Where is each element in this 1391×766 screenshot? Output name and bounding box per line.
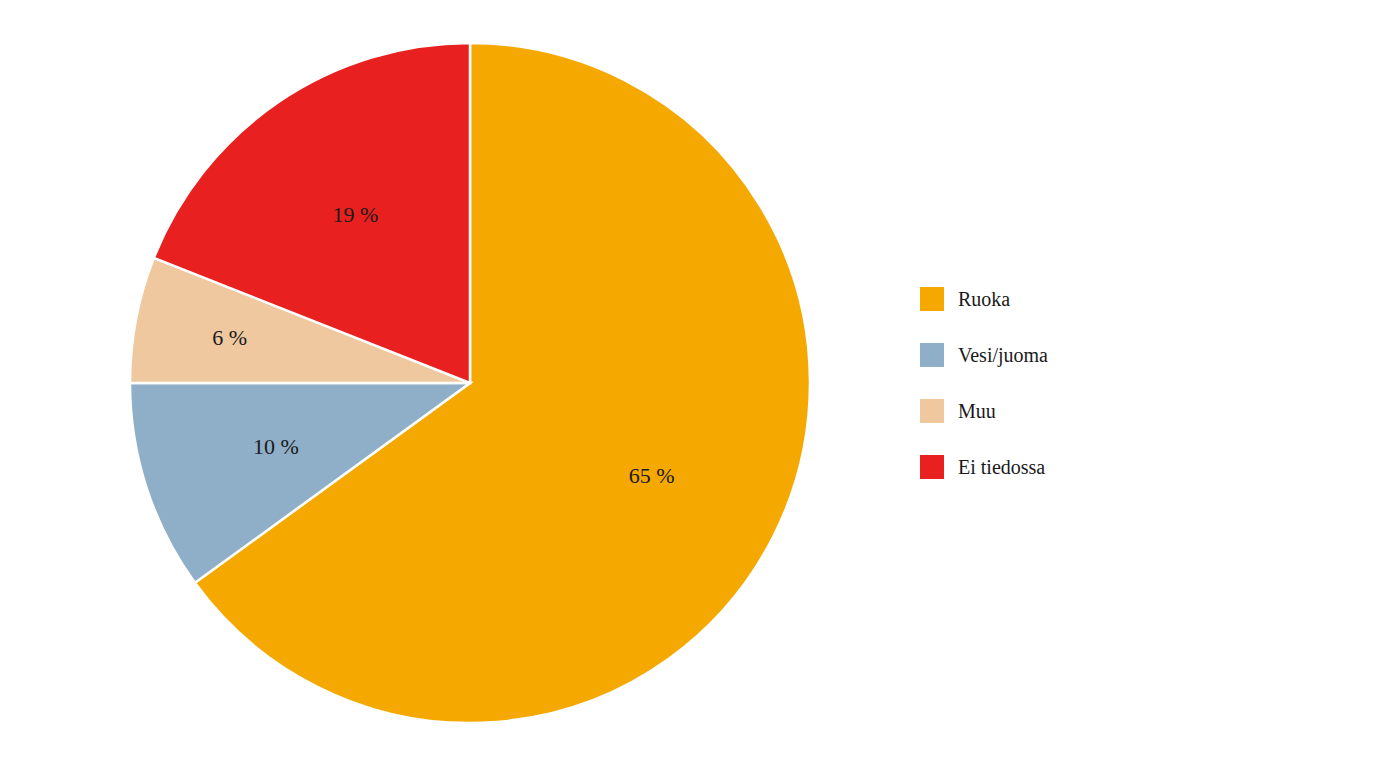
legend-item: Vesi/juoma bbox=[920, 343, 1048, 367]
data-label: 10 % bbox=[253, 434, 299, 459]
chart: 65 % 10 % 6 % 19 % Ruoka Vesi/juoma Muu Ei tied… bbox=[0, 0, 1391, 766]
legend-swatch bbox=[920, 287, 944, 311]
legend-item: Ei tiedossa bbox=[920, 455, 1045, 479]
pie-slice bbox=[130, 383, 470, 583]
pie-slice bbox=[154, 43, 470, 383]
data-labels: 65 % 10 % 6 % 19 % bbox=[212, 202, 675, 488]
legend-label: Ei tiedossa bbox=[958, 456, 1045, 478]
legend-item: Ruoka bbox=[920, 287, 1010, 311]
legend-swatch bbox=[920, 399, 944, 423]
legend: Ruoka Vesi/juoma Muu Ei tiedossa bbox=[920, 287, 1048, 479]
legend-swatch bbox=[920, 455, 944, 479]
data-label: 65 % bbox=[629, 463, 675, 488]
data-label: 6 % bbox=[212, 325, 247, 350]
legend-item: Muu bbox=[920, 399, 996, 423]
pie bbox=[130, 43, 810, 723]
data-label: 19 % bbox=[332, 202, 378, 227]
legend-label: Muu bbox=[958, 400, 996, 422]
legend-label: Ruoka bbox=[958, 288, 1010, 310]
legend-swatch bbox=[920, 343, 944, 367]
legend-label: Vesi/juoma bbox=[958, 344, 1048, 367]
